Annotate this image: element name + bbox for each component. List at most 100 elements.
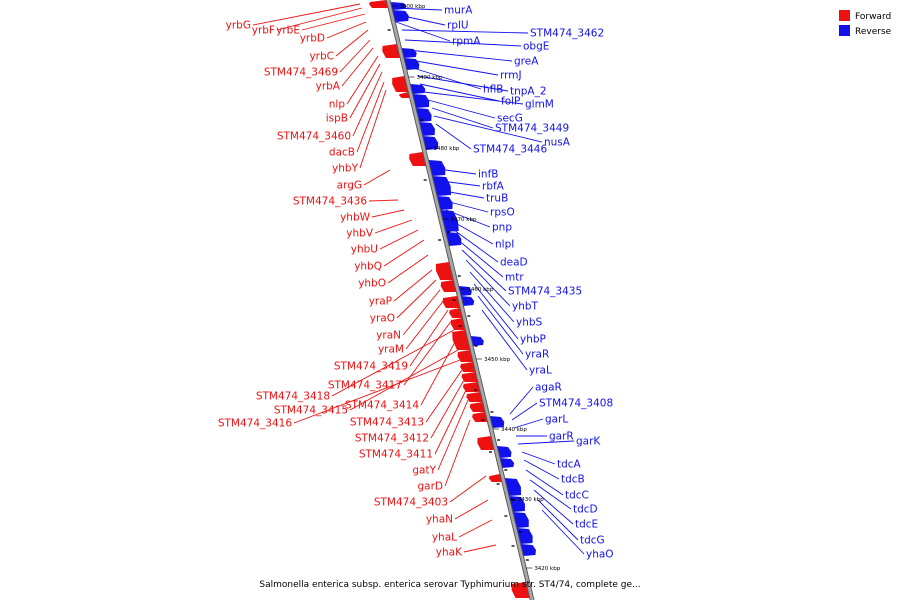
ruler-tick-label: 3430 kbp xyxy=(518,497,544,503)
forward-gene-feature xyxy=(462,382,481,392)
reverse-gene-label: rpsO xyxy=(490,207,515,219)
forward-gene-feature xyxy=(409,152,426,166)
reverse-gene-label: nusA xyxy=(544,137,571,149)
forward-gene-leader xyxy=(425,369,463,423)
forward-gene-feature xyxy=(392,76,409,92)
forward-gene-label: yhaL xyxy=(432,532,457,544)
forward-gene-feature xyxy=(466,392,483,402)
reverse-gene-label: folP xyxy=(501,96,520,108)
reverse-gene-label: rpmA xyxy=(452,36,481,48)
forward-gene-label: yrbA xyxy=(316,81,341,93)
gene-features xyxy=(368,0,536,598)
reverse-gene-leader xyxy=(477,295,524,355)
forward-gene-label: STM474_3403 xyxy=(374,497,448,509)
forward-gene-leader xyxy=(301,13,366,31)
reverse-gene-feature xyxy=(403,58,420,70)
reverse-gene-leader xyxy=(473,283,519,340)
forward-gene-label: STM474_3436 xyxy=(293,196,367,208)
reverse-gene-label: garL xyxy=(545,414,568,426)
ruler-tick-label: 3500 kbp xyxy=(399,4,425,10)
forward-gene-leader xyxy=(335,29,369,57)
forward-gene-label: STM474_3414 xyxy=(345,400,419,412)
reverse-gene-feature xyxy=(461,296,475,306)
reverse-gene-leader xyxy=(401,29,529,34)
reverse-gene-feature xyxy=(504,478,522,496)
reverse-gene-label: deaD xyxy=(500,257,528,269)
forward-gene-feature xyxy=(450,318,466,330)
forward-gene-leader xyxy=(339,39,371,73)
forward-gene-leader xyxy=(356,81,385,153)
forward-gene-label: STM474_3417 xyxy=(328,380,402,392)
forward-gene-label: yrbG xyxy=(226,20,251,32)
forward-gene-feature xyxy=(442,296,460,308)
reverse-gene-leader xyxy=(525,469,564,496)
reverse-gene-leader xyxy=(461,249,507,292)
ruler-tick-label: 3470 kbp xyxy=(451,217,477,223)
reverse-gene-leader xyxy=(407,49,513,62)
reverse-gene-label: greA xyxy=(514,56,539,68)
legend: Forward Reverse xyxy=(839,10,892,37)
reverse-gene-label: STM474_3435 xyxy=(508,286,582,298)
forward-gene-label: STM474_3419 xyxy=(334,361,408,373)
forward-gene-label: STM474_3411 xyxy=(359,449,433,461)
reverse-gene-label: agaR xyxy=(535,382,562,394)
reverse-gene-label: rrmJ xyxy=(500,70,522,82)
reverse-gene-label: tdcB xyxy=(561,474,585,486)
reverse-gene-feature xyxy=(497,446,512,458)
forward-gene-leader xyxy=(331,329,455,397)
forward-gene-leader xyxy=(371,209,405,218)
reverse-gene-feature xyxy=(432,176,452,196)
forward-gene-label: yhaK xyxy=(436,547,463,559)
forward-gene-leader xyxy=(341,47,374,87)
reverse-gene-label: truB xyxy=(486,193,508,205)
reverse-gene-leader xyxy=(412,67,482,90)
ruler-tick-label: 3450 kbp xyxy=(484,357,510,363)
forward-gene-leader xyxy=(368,199,399,202)
reverse-gene-feature xyxy=(470,336,484,346)
forward-gene-leader xyxy=(363,169,391,186)
reverse-gene-leader xyxy=(529,479,572,510)
reverse-gene-label: glmM xyxy=(525,99,554,111)
reverse-gene-label: hflB xyxy=(483,84,503,96)
forward-gene-feature xyxy=(440,280,457,292)
reverse-gene-label: garR xyxy=(549,431,574,443)
forward-gene-leader xyxy=(349,63,381,119)
map-caption: Salmonella enterica subsp. enterica sero… xyxy=(259,580,640,590)
reverse-gene-feature xyxy=(410,84,426,94)
forward-gene-label: yraN xyxy=(376,330,401,342)
reverse-gene-leader xyxy=(541,509,585,555)
forward-gene-label: STM474_3416 xyxy=(218,418,292,430)
forward-gene-label: STM474_3460 xyxy=(277,131,351,143)
forward-gene-feature xyxy=(398,92,410,98)
reverse-gene-label: tdcA xyxy=(557,459,582,471)
backbone xyxy=(385,0,535,600)
reverse-gene-feature xyxy=(412,94,430,108)
reverse-gene-feature xyxy=(390,2,407,10)
forward-gene-feature xyxy=(461,372,478,382)
ruler-tick-label: 3480 kbp xyxy=(434,146,460,152)
reverse-gene-feature xyxy=(445,232,462,246)
forward-gene-label: yraP xyxy=(369,296,392,308)
forward-gene-label: garD xyxy=(417,481,443,493)
forward-gene-feature xyxy=(452,330,470,350)
reverse-gene-feature xyxy=(401,48,417,58)
reverse-gene-label: STM474_3462 xyxy=(530,28,604,40)
reverse-gene-label: rbfA xyxy=(482,181,505,193)
reverse-gene-leader xyxy=(533,489,574,525)
forward-gene-label: STM474_3469 xyxy=(264,67,338,79)
reverse-gene-leader xyxy=(509,386,534,415)
reverse-gene-leader xyxy=(433,115,543,143)
ruler-tick-label: 3440 kbp xyxy=(501,427,527,433)
forward-gene-leader xyxy=(374,219,413,234)
forward-gene-leader xyxy=(352,71,383,137)
forward-gene-leader xyxy=(420,339,457,406)
reverse-gene-leader xyxy=(453,229,499,263)
reverse-gene-leader xyxy=(537,499,579,541)
reverse-gene-leader xyxy=(469,271,515,323)
forward-gene-leader xyxy=(430,379,465,439)
forward-gene-feature xyxy=(460,362,476,372)
forward-gene-label: ispB xyxy=(326,113,348,125)
forward-gene-leader xyxy=(252,3,361,26)
reverse-gene-label: rplU xyxy=(447,20,469,32)
forward-gene-feature xyxy=(449,308,463,318)
